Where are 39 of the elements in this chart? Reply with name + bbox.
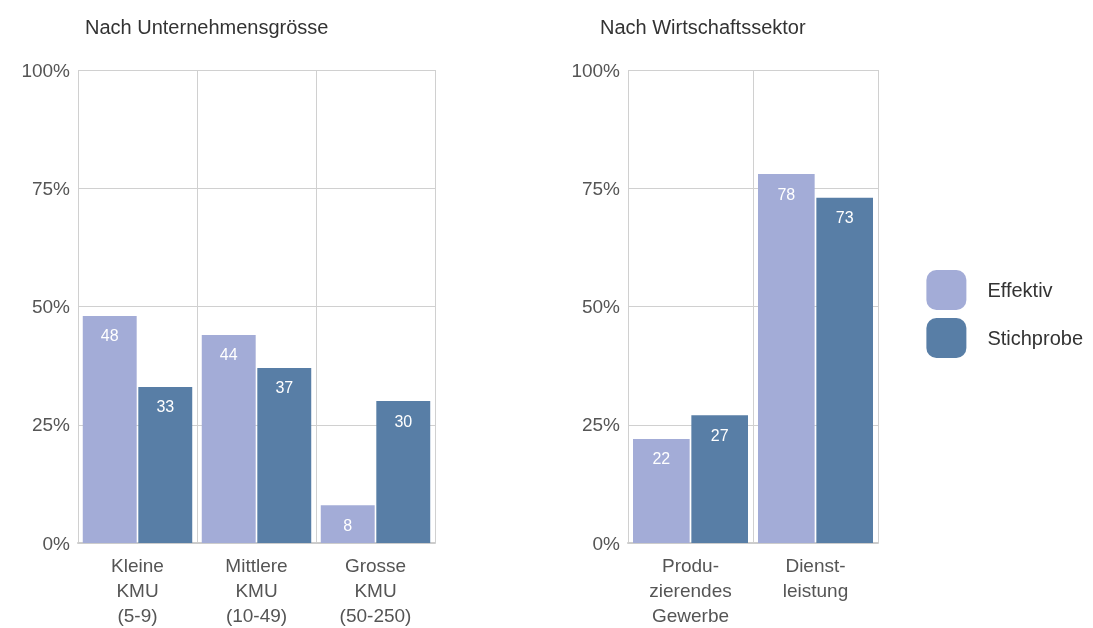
x-tick-label: Kleine KMU (5-9): [111, 555, 164, 626]
bar: [633, 438, 690, 543]
data-label: 33: [156, 398, 175, 416]
bar: [691, 415, 748, 543]
bar: [138, 386, 193, 543]
bar: [758, 174, 815, 543]
bar: [816, 197, 873, 543]
y-tick-label: 25%: [581, 414, 621, 436]
y-tick-label: 100%: [571, 59, 621, 81]
y-tick-label: 50%: [31, 296, 71, 317]
data-label: 48: [100, 327, 119, 345]
bar: [376, 401, 431, 543]
bar: [201, 334, 256, 543]
bar: [82, 315, 137, 543]
y-tick-label: 0%: [42, 532, 71, 554]
chart-title: Nach Unternehmensgrösse: [85, 16, 329, 38]
legend-label: Effektiv: [987, 279, 1053, 301]
x-tick-label: Produ- zierendes Gewerbe: [649, 555, 732, 626]
y-tick-label: 25%: [31, 414, 71, 436]
data-label: 27: [710, 426, 729, 444]
y-tick-label: 75%: [581, 177, 621, 199]
data-label: 78: [777, 185, 796, 203]
data-label: 22: [652, 450, 671, 468]
data-label: 8: [343, 516, 353, 534]
x-tick-label: Mittlere KMU (10-49): [225, 555, 288, 626]
y-tick-label: 50%: [581, 296, 621, 317]
x-tick-label: Grosse KMU (50-250): [339, 555, 412, 626]
data-label: 37: [275, 379, 294, 397]
y-tick-label: 100%: [21, 59, 71, 81]
data-label: 73: [835, 209, 854, 227]
y-tick-label: 0%: [592, 532, 621, 554]
bar: [257, 367, 312, 543]
data-label: 30: [394, 412, 413, 430]
x-tick-label: Dienst- leistung: [782, 555, 849, 601]
legend-label: Stichprobe: [987, 327, 1084, 349]
chart-title: Nach Wirtschaftssektor: [600, 16, 806, 38]
bar: [320, 505, 375, 543]
y-tick-label: 75%: [31, 177, 71, 199]
data-label: 44: [219, 346, 238, 364]
